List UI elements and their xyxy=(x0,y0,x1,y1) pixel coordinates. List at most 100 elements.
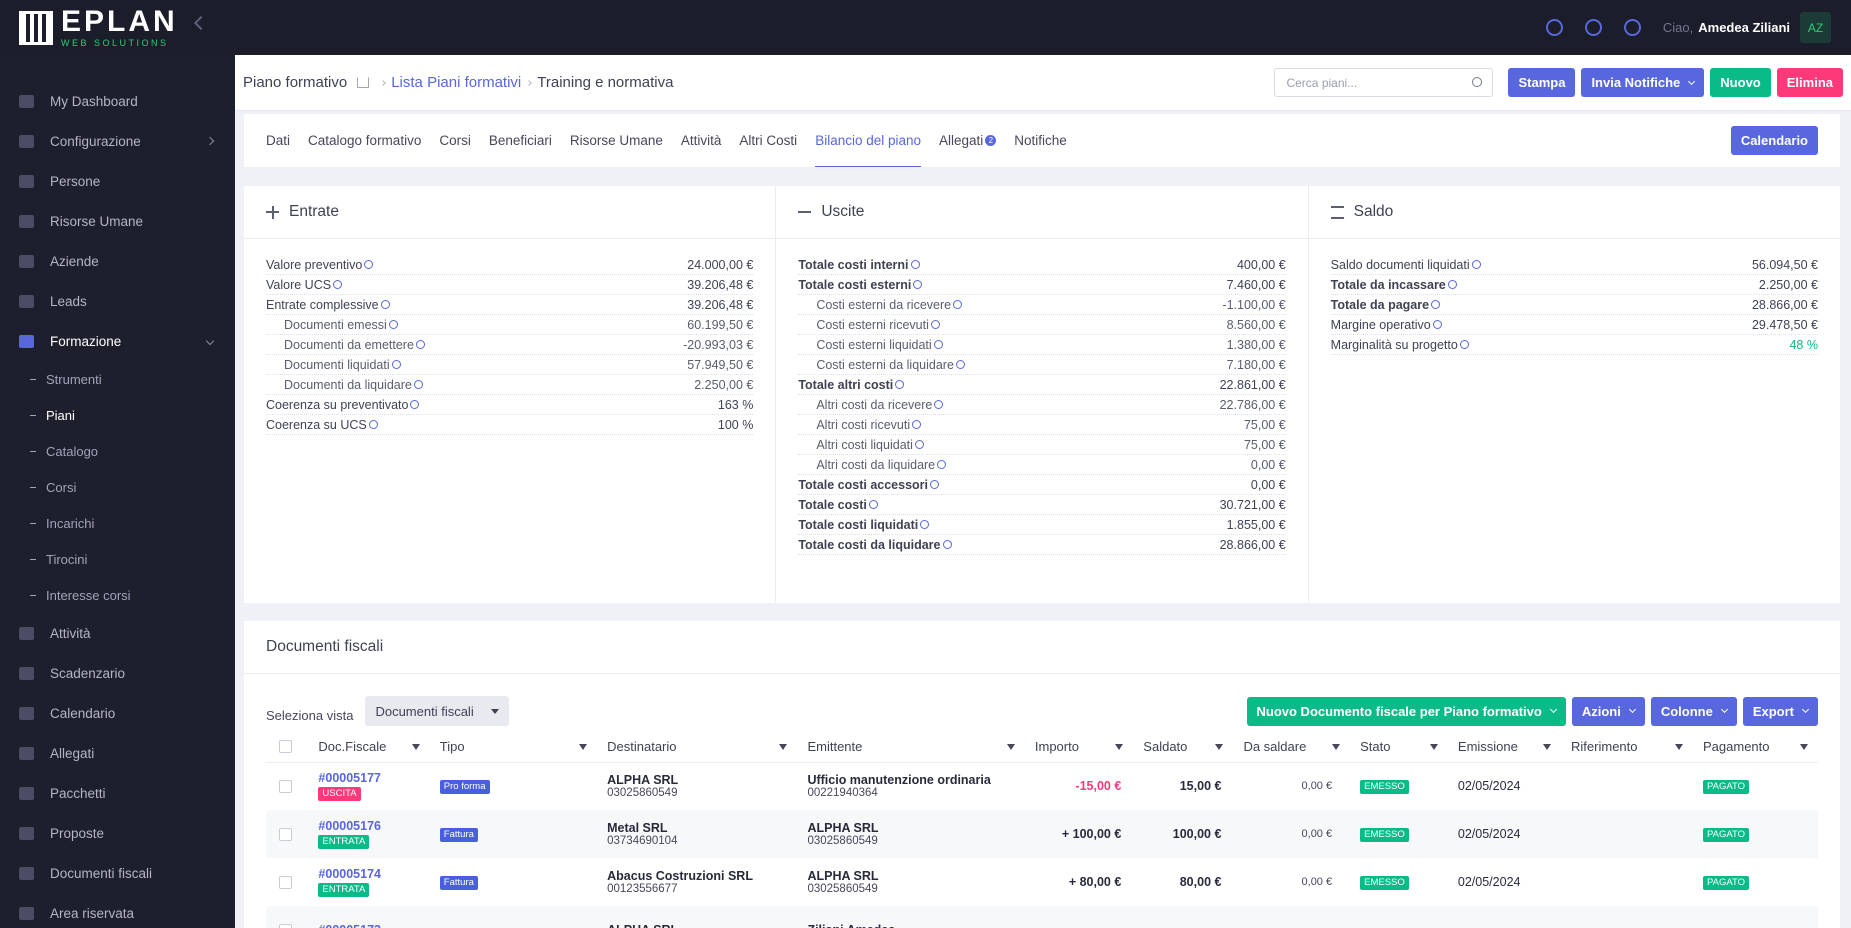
avatar[interactable]: AZ xyxy=(1800,12,1831,43)
filter-icon[interactable] xyxy=(1115,744,1124,754)
filter-icon[interactable] xyxy=(1429,744,1438,754)
column-label[interactable]: Pagamento xyxy=(1703,739,1770,755)
help-icon[interactable] xyxy=(1431,300,1441,309)
nav-item[interactable]: Pacchetti xyxy=(0,773,235,813)
help-icon[interactable] xyxy=(410,400,420,409)
help-icon[interactable] xyxy=(955,360,965,369)
nav-subitem[interactable]: Incarichi xyxy=(0,505,235,541)
doc-number[interactable]: #00005173 xyxy=(318,923,429,928)
nav-item[interactable]: Leads xyxy=(0,281,235,321)
filter-icon[interactable] xyxy=(1800,744,1808,754)
nav-subitem[interactable]: Piani xyxy=(0,397,235,433)
checkbox[interactable] xyxy=(279,875,292,889)
tab[interactable]: Notifiche xyxy=(1014,114,1067,167)
help-icon[interactable] xyxy=(895,380,905,389)
search-box[interactable]: Cerca piani... xyxy=(1274,68,1494,97)
user-name[interactable]: Amedea Ziliani xyxy=(1698,20,1790,35)
button[interactable]: Nuovo Documento fiscale per Piano format… xyxy=(1246,696,1566,726)
help-icon[interactable] xyxy=(1459,340,1469,349)
help-icon[interactable] xyxy=(388,320,398,329)
button[interactable]: Stampa xyxy=(1508,68,1576,97)
nav-subitem[interactable]: Tirocini xyxy=(0,541,235,577)
help-icon[interactable] xyxy=(930,320,940,329)
tab[interactable]: Beneficiari xyxy=(489,114,552,167)
column-label[interactable]: Saldato xyxy=(1143,739,1188,755)
checkbox[interactable] xyxy=(279,923,292,928)
button[interactable]: Colonne xyxy=(1650,696,1737,726)
help-icon[interactable] xyxy=(333,280,343,289)
checkbox[interactable] xyxy=(279,740,292,754)
filter-icon[interactable] xyxy=(1543,744,1552,754)
help-icon[interactable] xyxy=(1447,280,1457,289)
help-icon[interactable] xyxy=(953,300,963,309)
help-icon[interactable] xyxy=(930,480,940,489)
filter-icon[interactable] xyxy=(1006,744,1015,754)
help-icon[interactable] xyxy=(937,460,947,469)
filter-icon[interactable] xyxy=(779,744,788,754)
nav-item[interactable]: Configurazione xyxy=(0,121,235,161)
filter-icon[interactable] xyxy=(1332,744,1341,754)
tab[interactable]: Attività xyxy=(681,114,722,167)
column-label[interactable]: Importo xyxy=(1034,739,1079,755)
help-icon[interactable] xyxy=(368,420,378,429)
help-icon[interactable] xyxy=(415,340,425,349)
help-icon[interactable] xyxy=(364,260,374,269)
top-icon[interactable] xyxy=(1545,19,1563,36)
button[interactable]: Export xyxy=(1742,696,1818,726)
filter-icon[interactable] xyxy=(411,744,420,754)
column-label[interactable]: Stato xyxy=(1360,739,1391,755)
button[interactable]: Azioni xyxy=(1571,696,1645,726)
doc-number[interactable]: #00005177 xyxy=(318,771,381,786)
help-icon[interactable] xyxy=(913,280,923,289)
button[interactable]: Nuovo xyxy=(1710,68,1771,97)
help-icon[interactable] xyxy=(934,400,944,409)
nav-item[interactable]: Proposte xyxy=(0,813,235,853)
nav-item[interactable]: Area riservata xyxy=(0,893,235,928)
filter-icon[interactable] xyxy=(1675,744,1683,754)
help-icon[interactable] xyxy=(391,360,401,369)
help-icon[interactable] xyxy=(942,540,952,549)
checkbox[interactable] xyxy=(279,827,292,841)
column-label[interactable]: Riferimento xyxy=(1571,739,1638,755)
top-icon[interactable] xyxy=(1584,19,1602,36)
column-label[interactable]: Emittente xyxy=(807,739,863,755)
tab[interactable]: Catalogo formativo xyxy=(308,114,421,167)
help-icon[interactable] xyxy=(1432,320,1442,329)
help-icon[interactable] xyxy=(1471,260,1481,269)
tab[interactable]: Risorse Umane xyxy=(570,114,663,167)
column-label[interactable]: Destinatario xyxy=(607,739,677,755)
nav-subitem[interactable]: Catalogo xyxy=(0,433,235,469)
tab[interactable]: Altri Costi xyxy=(739,114,797,167)
home-icon[interactable] xyxy=(357,77,370,88)
tab[interactable]: Bilancio del piano xyxy=(815,114,921,167)
nav-item[interactable]: Documenti fiscali xyxy=(0,853,235,893)
doc-number[interactable]: #00005176 xyxy=(318,819,381,833)
nav-item[interactable]: Persone xyxy=(0,161,235,201)
column-label[interactable]: Emissione xyxy=(1457,739,1518,755)
nav-subitem[interactable]: Interesse corsi xyxy=(0,577,235,613)
help-icon[interactable] xyxy=(868,500,878,509)
tab[interactable]: Dati xyxy=(266,114,290,167)
nav-subitem[interactable]: Strumenti xyxy=(0,361,235,397)
collapse-button[interactable] xyxy=(193,15,209,31)
nav-item[interactable]: Attività xyxy=(0,613,235,653)
column-label[interactable]: Tipo xyxy=(439,739,465,755)
checkbox[interactable] xyxy=(279,779,292,793)
nav-item[interactable]: Scadenzario xyxy=(0,653,235,693)
filter-icon[interactable] xyxy=(579,744,588,754)
logo[interactable]: EPLAN WEB SOLUTIONS xyxy=(0,0,235,55)
help-icon[interactable] xyxy=(912,420,922,429)
nav-item[interactable]: My Dashboard xyxy=(0,81,235,121)
help-icon[interactable] xyxy=(920,520,930,529)
view-select[interactable]: Documenti fiscali xyxy=(365,696,510,726)
doc-number[interactable]: #00005174 xyxy=(318,867,381,881)
help-icon[interactable] xyxy=(910,260,920,269)
nav-item[interactable]: Aziende xyxy=(0,241,235,281)
nav-item[interactable]: Formazione xyxy=(0,321,235,361)
button[interactable]: Calendario xyxy=(1730,126,1818,155)
button[interactable]: Elimina xyxy=(1776,68,1843,97)
tab[interactable]: Allegati 2 xyxy=(939,114,997,167)
nav-item[interactable]: Risorse Umane xyxy=(0,201,235,241)
help-icon[interactable] xyxy=(914,440,924,449)
nav-subitem[interactable]: Corsi xyxy=(0,469,235,505)
